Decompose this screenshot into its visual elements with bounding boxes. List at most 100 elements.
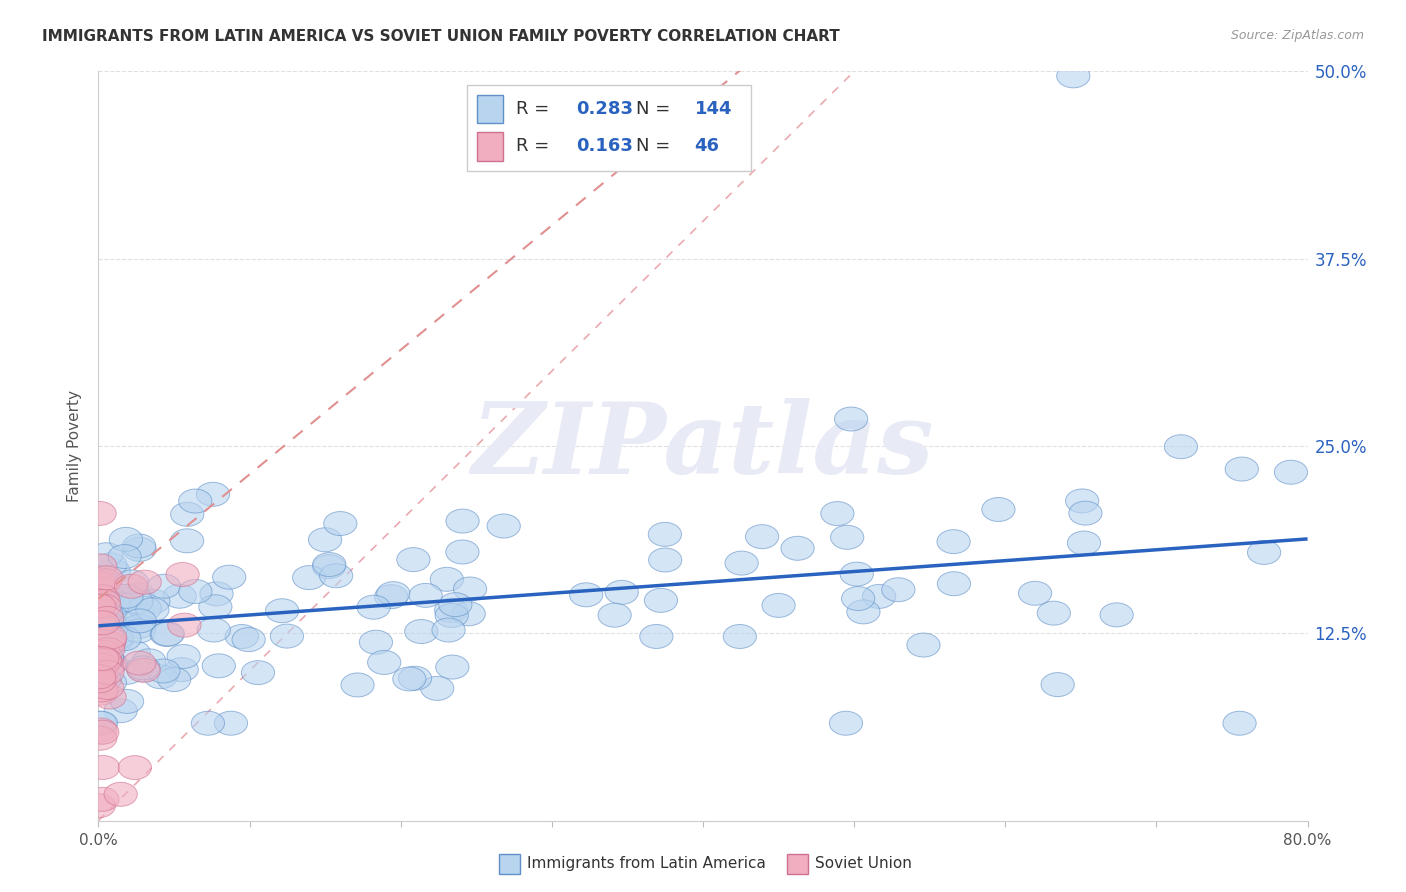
Ellipse shape [148, 574, 180, 599]
Ellipse shape [91, 633, 125, 657]
Ellipse shape [842, 587, 875, 610]
Ellipse shape [640, 624, 673, 648]
Ellipse shape [270, 624, 304, 648]
Ellipse shape [420, 676, 454, 700]
Ellipse shape [110, 660, 143, 684]
Ellipse shape [104, 782, 138, 806]
Bar [477, 132, 503, 161]
Ellipse shape [846, 600, 880, 624]
Ellipse shape [936, 530, 970, 554]
Ellipse shape [94, 651, 127, 675]
Ellipse shape [312, 555, 346, 579]
Ellipse shape [84, 678, 118, 702]
Ellipse shape [122, 534, 156, 558]
Ellipse shape [312, 552, 346, 576]
Ellipse shape [136, 590, 170, 614]
Ellipse shape [96, 591, 129, 615]
Ellipse shape [90, 646, 124, 670]
Ellipse shape [232, 628, 266, 651]
Ellipse shape [86, 788, 120, 811]
Ellipse shape [90, 607, 124, 631]
Text: Immigrants from Latin America: Immigrants from Latin America [527, 856, 766, 871]
Ellipse shape [108, 627, 141, 650]
Ellipse shape [197, 618, 231, 642]
Ellipse shape [907, 633, 941, 657]
Ellipse shape [170, 502, 204, 526]
Ellipse shape [114, 574, 148, 599]
Ellipse shape [83, 624, 117, 648]
Ellipse shape [170, 529, 204, 553]
Ellipse shape [87, 594, 121, 618]
Ellipse shape [446, 509, 479, 533]
Ellipse shape [83, 672, 117, 696]
Text: 0.163: 0.163 [576, 137, 633, 155]
Ellipse shape [90, 601, 122, 625]
Ellipse shape [86, 611, 120, 635]
Ellipse shape [93, 628, 127, 652]
Ellipse shape [122, 615, 156, 639]
Ellipse shape [212, 566, 246, 589]
Ellipse shape [83, 575, 117, 599]
Ellipse shape [150, 622, 184, 646]
Text: ZIPatlas: ZIPatlas [472, 398, 934, 494]
Ellipse shape [143, 665, 177, 689]
Ellipse shape [108, 544, 141, 568]
Ellipse shape [93, 671, 127, 695]
Ellipse shape [86, 756, 120, 780]
Text: Source: ZipAtlas.com: Source: ZipAtlas.com [1230, 29, 1364, 42]
Ellipse shape [91, 648, 124, 672]
Ellipse shape [644, 589, 678, 612]
Ellipse shape [84, 572, 117, 596]
Ellipse shape [96, 615, 129, 639]
Ellipse shape [100, 626, 134, 650]
Ellipse shape [108, 607, 141, 631]
Ellipse shape [83, 665, 115, 689]
Ellipse shape [197, 483, 229, 507]
Ellipse shape [1066, 489, 1098, 513]
Ellipse shape [83, 576, 117, 600]
Ellipse shape [430, 567, 464, 591]
Ellipse shape [1225, 457, 1258, 481]
Y-axis label: Family Poverty: Family Poverty [67, 390, 83, 502]
Ellipse shape [94, 553, 127, 577]
Ellipse shape [392, 667, 426, 691]
Ellipse shape [453, 602, 485, 626]
Ellipse shape [90, 542, 122, 566]
Text: 46: 46 [695, 137, 720, 155]
Ellipse shape [84, 681, 117, 705]
Ellipse shape [1069, 501, 1102, 525]
Ellipse shape [198, 595, 232, 619]
Bar [477, 95, 503, 123]
Ellipse shape [446, 540, 479, 564]
Ellipse shape [115, 570, 149, 594]
Ellipse shape [89, 648, 121, 672]
Ellipse shape [84, 570, 118, 594]
Ellipse shape [132, 648, 166, 673]
Ellipse shape [405, 620, 437, 643]
Ellipse shape [127, 657, 160, 681]
Ellipse shape [84, 718, 117, 742]
Ellipse shape [97, 592, 131, 616]
Text: R =: R = [516, 137, 554, 155]
Ellipse shape [1247, 541, 1281, 565]
Ellipse shape [93, 685, 127, 709]
Ellipse shape [340, 673, 374, 697]
Ellipse shape [110, 588, 142, 612]
Ellipse shape [83, 607, 115, 631]
Ellipse shape [91, 638, 125, 662]
Text: 0.283: 0.283 [576, 100, 633, 118]
Ellipse shape [434, 599, 468, 623]
Ellipse shape [96, 615, 128, 639]
Ellipse shape [723, 624, 756, 648]
Ellipse shape [308, 528, 342, 552]
Ellipse shape [862, 584, 896, 608]
Ellipse shape [93, 632, 125, 656]
Ellipse shape [83, 554, 117, 578]
Ellipse shape [128, 570, 162, 594]
Ellipse shape [841, 562, 873, 586]
Ellipse shape [86, 656, 118, 679]
Ellipse shape [981, 498, 1015, 522]
Ellipse shape [179, 489, 212, 513]
Ellipse shape [86, 585, 120, 608]
Ellipse shape [439, 592, 472, 616]
